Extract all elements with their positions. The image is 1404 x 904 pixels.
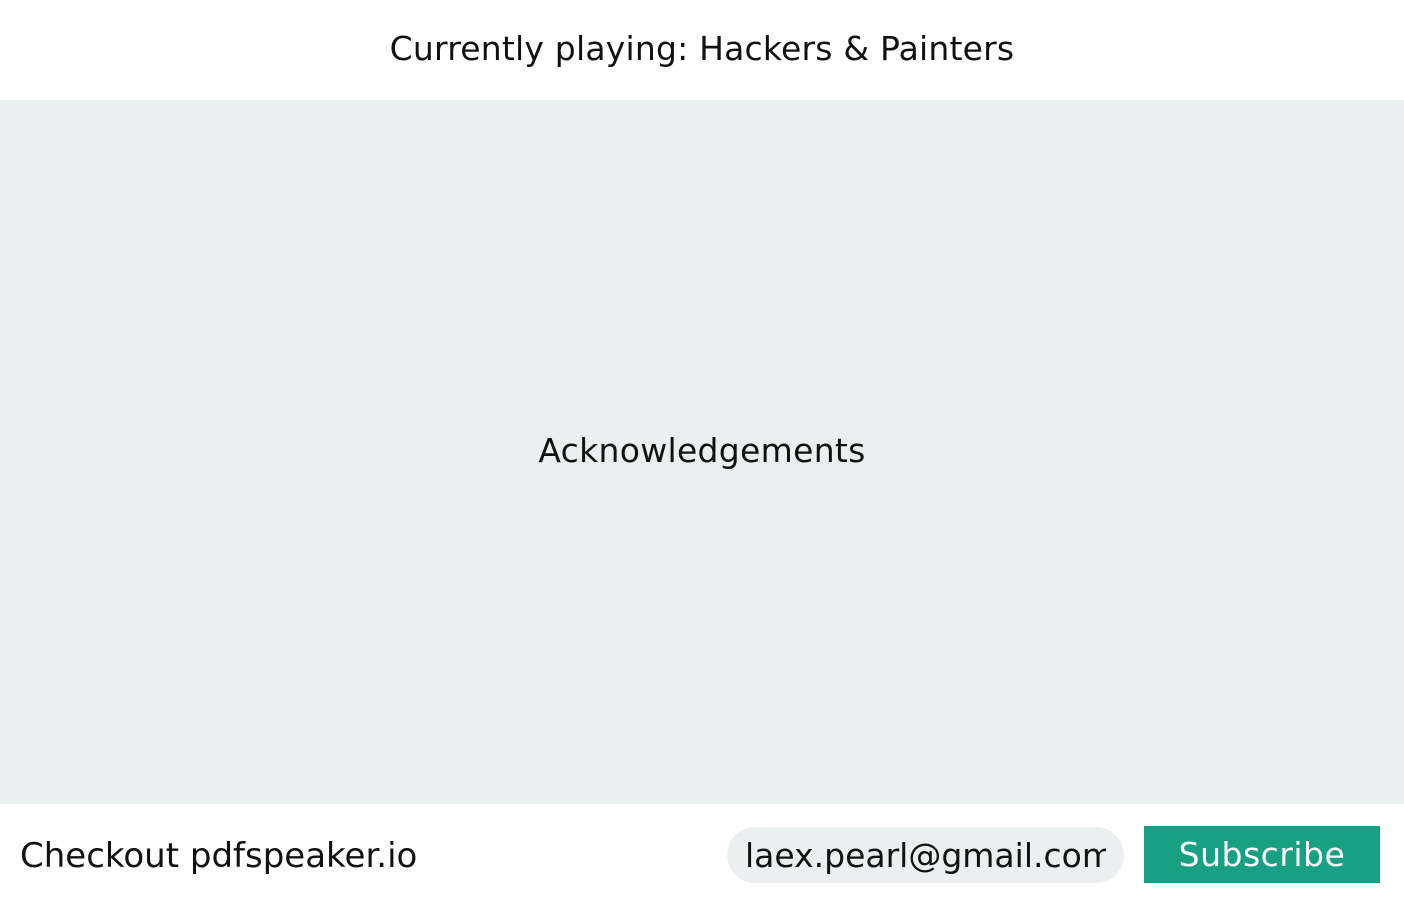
now-playing-header: Currently playing: Hackers & Painters [0,0,1404,100]
reader-stage: Acknowledgements [0,100,1404,804]
promo-link[interactable]: Checkout pdfspeaker.io [20,836,418,876]
footer-bar: Checkout pdfspeaker.io Subscribe [0,804,1404,904]
email-input[interactable] [727,827,1124,883]
subscribe-button[interactable]: Subscribe [1144,826,1380,883]
now-playing-title: Currently playing: Hackers & Painters [389,28,1015,68]
current-section-title: Acknowledgements [538,430,866,470]
